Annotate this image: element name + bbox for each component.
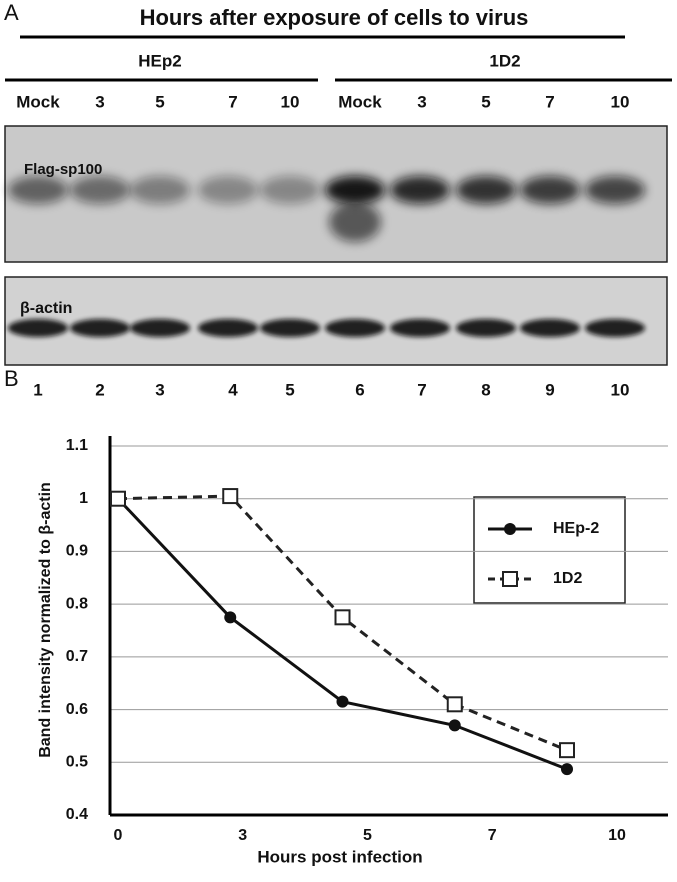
y-tick-label: 1 xyxy=(79,490,88,507)
band xyxy=(390,319,450,337)
lane-label: 5 xyxy=(481,92,490,111)
lane-number: 5 xyxy=(285,380,294,399)
band xyxy=(8,176,68,204)
blot-title: Hours after exposure of cells to virus xyxy=(140,5,529,30)
lane-number: 1 xyxy=(33,380,42,399)
lane-label: 5 xyxy=(155,92,164,111)
y-tick-label: 0.5 xyxy=(66,754,88,771)
band xyxy=(585,319,645,337)
band xyxy=(456,319,516,337)
lane-number: 10 xyxy=(611,380,630,399)
y-tick-label: 1.1 xyxy=(66,437,88,454)
x-tick-label: 10 xyxy=(608,827,626,844)
point xyxy=(224,611,237,624)
lane-label: Mock xyxy=(338,92,382,111)
lane-number: 4 xyxy=(228,380,238,399)
band xyxy=(130,176,190,204)
point xyxy=(446,696,463,713)
y-tick-label: 0.9 xyxy=(66,543,88,560)
point xyxy=(336,695,349,708)
x-axis-title: Hours post infection xyxy=(257,847,422,866)
blot-label: β-actin xyxy=(20,300,72,317)
point xyxy=(222,488,239,505)
lane-number: 8 xyxy=(481,380,490,399)
lane-label: 10 xyxy=(611,92,630,111)
smear xyxy=(329,202,381,242)
lane-number: 7 xyxy=(417,380,426,399)
band xyxy=(70,176,130,204)
y-tick-label: 0.7 xyxy=(66,648,88,665)
band xyxy=(520,176,580,204)
panel-label: A xyxy=(4,0,19,25)
legend-label: 1D2 xyxy=(553,570,582,587)
x-tick-label: 3 xyxy=(238,827,247,844)
legend-label: HEp-2 xyxy=(553,520,599,537)
band xyxy=(260,176,320,204)
lane-label: 10 xyxy=(281,92,300,111)
legend-box xyxy=(473,496,626,604)
lane-number: 9 xyxy=(545,380,554,399)
point xyxy=(559,742,575,759)
point xyxy=(448,719,461,732)
band xyxy=(198,319,258,337)
lane-number: 6 xyxy=(355,380,364,399)
band xyxy=(325,319,385,337)
y-tick-label: 0.6 xyxy=(66,701,88,718)
x-tick-label: 0 xyxy=(114,827,123,844)
x-tick-label: 5 xyxy=(363,827,372,844)
legend-marker xyxy=(502,571,518,587)
panel-label: B xyxy=(4,366,19,391)
band xyxy=(8,319,68,337)
group-label: 1D2 xyxy=(489,51,520,70)
band xyxy=(260,319,320,337)
point xyxy=(561,763,573,776)
group-label: HEp2 xyxy=(138,51,181,70)
point xyxy=(110,490,126,507)
band xyxy=(456,176,516,204)
lane-label: 7 xyxy=(545,92,554,111)
blot-label: Flag-sp100 xyxy=(24,161,102,178)
band xyxy=(585,176,645,204)
band xyxy=(70,319,130,337)
legend-marker xyxy=(504,523,516,535)
lane-label: 3 xyxy=(417,92,426,111)
band xyxy=(520,319,580,337)
lane-number: 2 xyxy=(95,380,104,399)
y-axis-title: Band intensity normalized to β-actin xyxy=(37,482,54,758)
x-tick-label: 7 xyxy=(488,827,497,844)
y-tick-label: 0.4 xyxy=(66,806,88,823)
y-tick-label: 0.8 xyxy=(66,595,88,612)
band xyxy=(325,176,385,204)
lane-label: 7 xyxy=(228,92,237,111)
lane-label: 3 xyxy=(95,92,104,111)
lane-label: Mock xyxy=(16,92,60,111)
band xyxy=(390,176,450,204)
point xyxy=(334,609,351,626)
band xyxy=(198,176,258,204)
lane-number: 3 xyxy=(155,380,164,399)
band xyxy=(130,319,190,337)
